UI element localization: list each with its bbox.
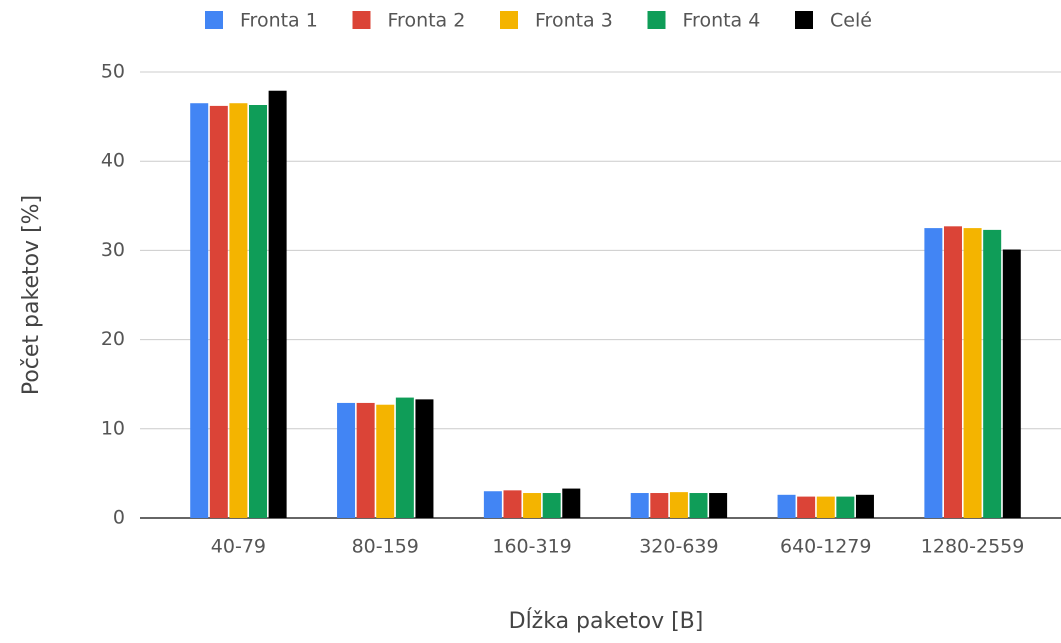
bar — [1002, 249, 1021, 518]
y-tick-label: 50 — [101, 61, 125, 83]
legend-swatch — [352, 11, 371, 29]
bar — [777, 494, 796, 518]
bar — [797, 496, 816, 518]
legend-label: Fronta 3 — [535, 10, 613, 32]
x-tick-label: 640-1279 — [780, 536, 871, 558]
bar — [924, 228, 943, 518]
legend-swatch — [795, 11, 813, 29]
bar — [415, 399, 434, 518]
legend-swatch — [647, 11, 666, 29]
bar — [983, 229, 1002, 518]
bar — [963, 228, 982, 518]
bar — [669, 492, 688, 518]
y-tick-label: 0 — [113, 507, 125, 529]
legend-swatch — [500, 11, 518, 29]
legend-label: Fronta 2 — [388, 10, 466, 32]
y-axis-title: Počet paketov [%] — [19, 195, 44, 395]
x-tick-label: 320-639 — [639, 536, 718, 558]
bar — [816, 496, 835, 518]
bar — [943, 226, 962, 519]
x-tick-label: 40-79 — [211, 536, 266, 558]
bar — [268, 90, 287, 519]
x-tick-label: 160-319 — [492, 536, 571, 558]
legend-swatch — [205, 11, 223, 29]
legend-label: Fronta 1 — [240, 10, 318, 32]
bar — [523, 493, 542, 518]
y-tick-label: 20 — [101, 328, 125, 350]
bar — [337, 402, 356, 518]
bar — [689, 493, 708, 518]
bar — [503, 490, 522, 518]
bar — [229, 103, 248, 518]
bar — [855, 494, 874, 518]
x-tick-label: 1280-2559 — [921, 536, 1025, 558]
x-axis-title: Dĺžka paketov [B] — [509, 608, 704, 634]
bar — [483, 491, 502, 518]
bar — [249, 105, 268, 518]
legend-label: Celé — [830, 10, 872, 32]
bar — [395, 397, 414, 518]
x-tick-label: 80-159 — [352, 536, 419, 558]
y-tick-label: 10 — [101, 417, 125, 439]
bar — [190, 103, 209, 518]
y-tick-label: 30 — [101, 239, 125, 261]
bar — [376, 404, 395, 518]
bar — [709, 493, 728, 518]
bar — [562, 488, 581, 518]
bar — [209, 105, 228, 518]
bar — [630, 493, 649, 518]
legend-label: Fronta 4 — [683, 10, 761, 32]
bar — [650, 493, 669, 518]
y-tick-label: 40 — [101, 150, 125, 172]
bar — [542, 493, 561, 518]
bar — [356, 402, 375, 518]
bar — [836, 496, 855, 518]
